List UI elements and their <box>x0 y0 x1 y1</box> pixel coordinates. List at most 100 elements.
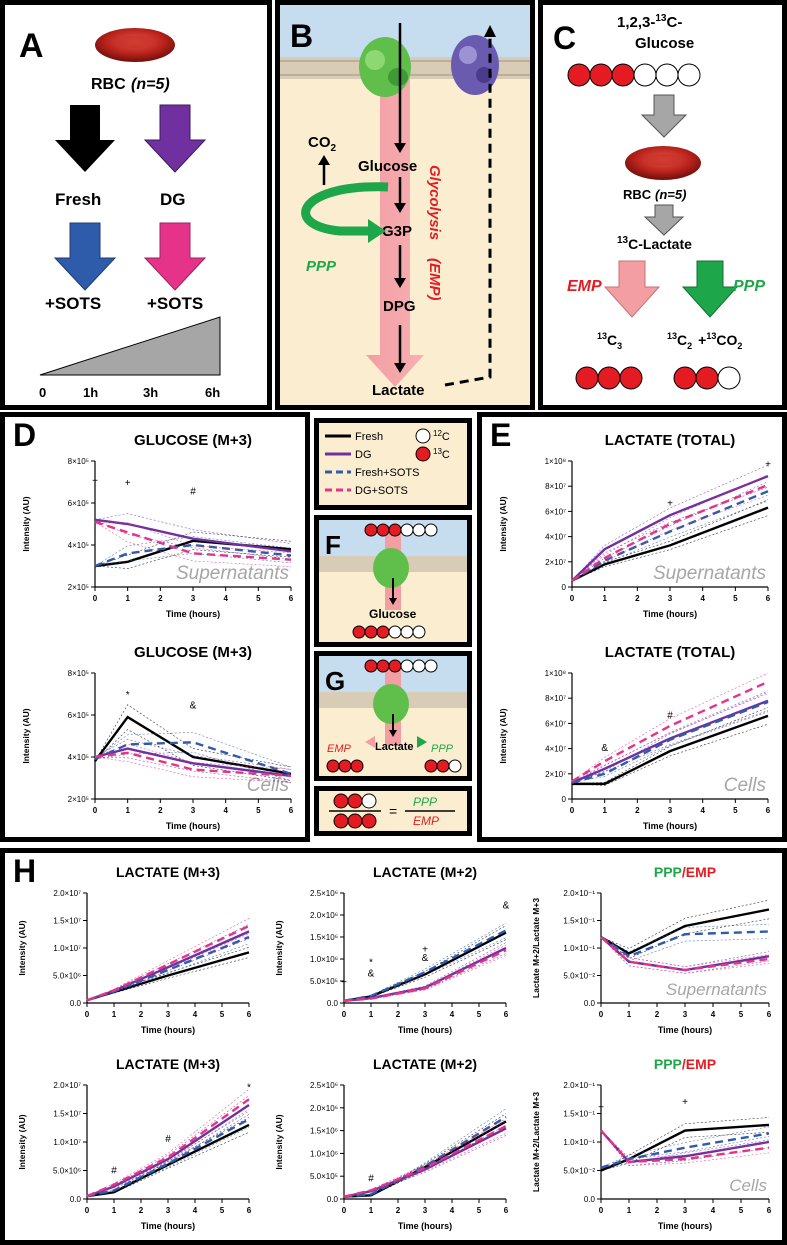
panel-letter: B <box>290 18 313 54</box>
ppp-loop-arrow <box>301 182 389 236</box>
y-tick-label: 1.0×10⁷ <box>53 1138 81 1147</box>
series-spread-line <box>94 521 292 554</box>
series-spread-line <box>571 692 769 783</box>
panel-g-figure: G Lactate EMP PPP <box>319 656 467 776</box>
y-tick-label: 2.0×10⁶ <box>310 911 338 920</box>
y-tick-label: 5.0×10⁻² <box>563 1167 595 1176</box>
x-tick-label: 5 <box>739 1206 744 1215</box>
x-tick-label: 6 <box>766 806 771 815</box>
chart-title: LACTATE (M+2) <box>373 1056 477 1072</box>
series-spread-line <box>600 1139 770 1168</box>
y-tick-label: 2×10⁷ <box>545 770 566 779</box>
x-tick-label: 6 <box>247 1010 252 1019</box>
series-fresh <box>571 499 769 582</box>
tracer-label-line2: Glucose <box>635 35 694 52</box>
y-axis-label: Intensity (AU) <box>274 920 284 975</box>
ratio-box: = PPP EMP <box>314 786 472 836</box>
series-spread-line <box>600 936 770 968</box>
series-line <box>571 506 769 582</box>
x-axis-label: Time (hours) <box>141 1025 195 1035</box>
chart-title: LACTATE (M+3) <box>116 1056 220 1072</box>
c13-circle-icon <box>415 446 431 462</box>
x-tick-label: 0 <box>85 1206 90 1215</box>
series-dg <box>86 1095 250 1198</box>
lactate-label: Lactate <box>375 741 414 753</box>
significance-marker: + <box>598 1103 604 1114</box>
chart-lactate-total-supernatants: LACTATE (TOTAL) Supernatants 0 2×10⁷ 4×10⁷ 6×… <box>498 432 771 619</box>
series-line <box>600 1129 770 1164</box>
panel-d: D GLUCOSE (M+3) Supernatants 2×10⁵ 4×10⁵ 6×1… <box>0 412 310 842</box>
series-dg-sots <box>343 944 507 1002</box>
glucose-carbon-chain-out <box>352 625 426 639</box>
x-tick-label: 3 <box>166 1010 171 1019</box>
chart-glucose-supernatants: GLUCOSE (M+3) Supernatants 2×10⁵ 4×10⁵ 6×10⁵… <box>21 432 294 619</box>
series-dg-sots <box>571 474 769 582</box>
y-tick-label: 5.0×10⁻² <box>563 972 595 981</box>
x-axis-label: Time (hours) <box>398 1221 452 1231</box>
series-spread-line <box>94 704 292 768</box>
c2-carbon-chain <box>424 759 462 773</box>
x-tick-label: 5 <box>256 806 261 815</box>
x-tick-label: 6 <box>289 594 294 603</box>
series-line <box>86 1118 250 1198</box>
y-axis-label: Intensity (AU) <box>17 920 27 975</box>
chart-title: PPP/EMP <box>654 864 716 880</box>
glucose-label: Glucose <box>358 158 417 175</box>
chart-ppp-emp-supernatants: PPP/EMP Supernatants 0.0 5.0×10⁻² 1.0×10⁻¹ 1.… <box>531 864 772 1035</box>
series-line <box>343 929 507 1002</box>
legend-dg: DG <box>355 449 372 461</box>
dg-arrow-icon <box>143 104 207 173</box>
x-tick-label: 1 <box>369 1206 374 1215</box>
panel-letter: F <box>325 530 341 560</box>
y-tick-label: 0 <box>562 795 567 804</box>
y-tick-label: 1.0×10⁻¹ <box>563 944 595 953</box>
x-tick-label: 4 <box>223 594 228 603</box>
y-axis-label: Lactate M+2/Lactate M+3 <box>531 1092 541 1192</box>
series-dg-sots <box>94 743 292 783</box>
x-tick-label: 0 <box>570 806 575 815</box>
chart-lactate-m2-supernatants: LACTATE (M+2) 0.0 5.0×10⁵ 1.0×10⁶ 1.5×10⁶ 2.0… <box>274 864 510 1035</box>
series-spread-line <box>94 513 292 544</box>
series-spread-line <box>600 1130 770 1166</box>
series-line <box>86 924 250 1002</box>
panel-letter: A <box>19 27 44 65</box>
series-line <box>600 936 770 972</box>
chart-watermark: Cells <box>729 1176 767 1195</box>
ratio-emp: EMP <box>413 814 439 828</box>
series-spread-line <box>600 936 770 974</box>
x-tick-label: 4 <box>711 1010 716 1019</box>
y-tick-label: 1.0×10⁷ <box>53 944 81 953</box>
x-tick-label: 3 <box>683 1206 688 1215</box>
dg-label: DG <box>160 190 186 209</box>
series-fresh-sots <box>86 1110 250 1198</box>
x-axis-label: Time (hours) <box>166 609 220 619</box>
legend: Fresh DG Fresh+SOTS DG+SOTS 12C 13C <box>325 428 450 497</box>
x-tick-label: 2 <box>139 1206 144 1215</box>
significance-marker: # <box>111 1165 117 1176</box>
x-tick-label: 5 <box>739 1010 744 1019</box>
chart-lactate-total-cells: LACTATE (TOTAL) Cells 0 2×10⁷ 4×10⁷ 6×10⁷ 8×10… <box>498 644 771 831</box>
dg-sots-arrow-icon <box>143 222 207 291</box>
x-tick-label: 1 <box>369 1010 374 1019</box>
x-tick-label: 6 <box>504 1010 509 1019</box>
x-tick-label: 1 <box>602 806 607 815</box>
series-spread-line <box>600 1130 770 1159</box>
series-line <box>572 714 769 786</box>
x-tick-label: 2 <box>635 806 640 815</box>
time-ramp <box>39 316 221 376</box>
significance-marker: # <box>667 710 673 721</box>
series-line <box>94 751 292 778</box>
time-0: 0 <box>39 385 46 400</box>
x-axis-label: Time (hours) <box>643 821 697 831</box>
series-line <box>343 949 507 1002</box>
y-tick-label: 1.0×10⁶ <box>310 1149 338 1158</box>
significance-marker: # <box>368 1174 374 1185</box>
series-line <box>94 543 292 568</box>
chart-title: LACTATE (TOTAL) <box>605 432 736 449</box>
y-tick-label: 0.0 <box>584 999 596 1008</box>
series-spread-line <box>343 1118 507 1198</box>
chart-watermark: Supernatants <box>176 563 290 584</box>
x-tick-label: 2 <box>158 594 163 603</box>
series-fresh <box>571 707 769 786</box>
